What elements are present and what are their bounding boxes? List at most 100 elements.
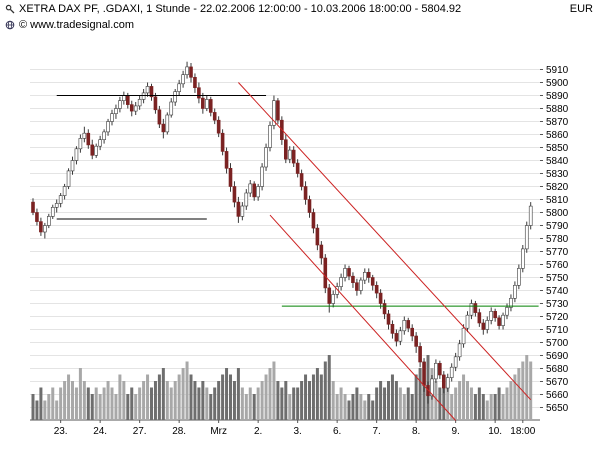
candle-body <box>161 123 166 133</box>
volume-bar <box>477 387 481 420</box>
x-axis-label: 3. <box>293 426 301 437</box>
volume-bar <box>280 387 284 420</box>
volume-bar <box>63 381 67 420</box>
volume-bar <box>248 387 252 420</box>
candle-body <box>374 284 379 294</box>
candle-body <box>331 294 336 304</box>
candle-body <box>181 74 185 85</box>
volume-bar <box>102 387 106 420</box>
volume-bar <box>82 381 86 420</box>
x-axis-label: 7. <box>372 426 380 437</box>
volume-bar <box>414 374 418 420</box>
volume-bar <box>398 387 402 420</box>
volume-bar <box>489 394 493 420</box>
candle-body <box>283 139 288 160</box>
volume-bar <box>236 368 240 420</box>
volume-bar <box>114 394 118 420</box>
chart-title: XETRA DAX PF, .GDAXI, 1 Stunde - 22.02.2… <box>19 3 462 15</box>
volume-bar <box>394 381 398 420</box>
volume-bar <box>505 387 509 420</box>
candle-body <box>414 335 418 347</box>
candle-body <box>133 105 138 112</box>
candle-body <box>299 173 304 187</box>
candle-body <box>505 307 509 316</box>
volume-bar <box>359 394 363 420</box>
candle-body <box>232 186 237 203</box>
copyright-row: © www.tradesignal.com <box>5 19 134 31</box>
y-axis-label: 5850 <box>546 143 569 154</box>
volume-bar <box>529 361 533 420</box>
candle-body <box>54 203 59 208</box>
volume-bar <box>225 368 229 420</box>
volume-bar <box>268 368 272 420</box>
volume-bar <box>43 400 47 420</box>
volume-bar <box>434 381 438 420</box>
candle-body <box>453 356 458 368</box>
y-axis-label: 5700 <box>546 338 569 349</box>
candle-body <box>78 138 83 150</box>
volume-bar <box>284 381 288 420</box>
volume-bar <box>181 368 185 420</box>
volume-bar <box>126 394 130 420</box>
candle-body <box>366 271 371 278</box>
candle-body <box>126 95 130 105</box>
x-axis-label: 8. <box>412 426 420 437</box>
candle-body <box>434 362 438 380</box>
x-axis-label: 2. <box>254 426 262 437</box>
volume-bar <box>379 381 383 420</box>
candle-body <box>39 221 43 233</box>
volume-bar <box>390 374 394 420</box>
volume-bar <box>240 387 244 420</box>
candle-body <box>469 303 474 316</box>
y-axis-label: 5910 <box>546 65 569 76</box>
x-axis-label: 6. <box>333 426 341 437</box>
candle-body <box>35 212 39 222</box>
candle-body <box>343 268 347 278</box>
candle-body <box>256 186 260 198</box>
candle-body <box>137 99 142 107</box>
volume-bar <box>232 381 236 420</box>
volume-bar <box>150 387 153 420</box>
volume-bar <box>106 381 110 420</box>
volume-bar <box>351 394 355 420</box>
volume-bar <box>177 374 181 420</box>
y-axis-label: 5790 <box>546 221 569 232</box>
volume-bar <box>153 381 157 420</box>
volume-bar <box>319 374 323 420</box>
y-axis-label: 5900 <box>546 78 569 89</box>
candle-body <box>90 144 95 156</box>
volume-bar <box>221 374 225 420</box>
volume-bar <box>315 368 319 420</box>
x-axis-label: 27. <box>133 426 147 437</box>
candle-body <box>323 257 328 289</box>
x-axis-label: 28. <box>172 426 186 437</box>
candle-body <box>517 268 521 286</box>
volume-bar <box>78 368 82 420</box>
channel-lower-line <box>269 214 457 421</box>
volume-bar <box>276 381 280 420</box>
volume-bar <box>525 355 529 420</box>
volume-bar <box>90 394 94 420</box>
candle-body <box>228 168 233 187</box>
candle-body <box>252 183 256 198</box>
candle-body <box>212 112 217 121</box>
candle-body <box>102 131 106 140</box>
candle-body <box>307 199 312 213</box>
candle-body <box>402 320 407 332</box>
y-axis-label: 5660 <box>546 390 569 401</box>
candle-body <box>276 100 280 121</box>
y-axis-label: 5830 <box>546 169 569 180</box>
candle-body <box>240 205 245 217</box>
volume-bar <box>213 387 217 420</box>
candle-body <box>205 99 209 109</box>
y-axis-label: 5680 <box>546 364 569 375</box>
volume-bar <box>292 387 296 420</box>
candle-body <box>351 275 355 284</box>
y-axis-label: 5820 <box>546 182 569 193</box>
candle-body <box>201 97 205 109</box>
x-axis-label: 10. <box>488 426 502 437</box>
volume-bar <box>252 394 256 420</box>
volume-bar <box>86 387 90 420</box>
candle-body <box>315 227 320 246</box>
